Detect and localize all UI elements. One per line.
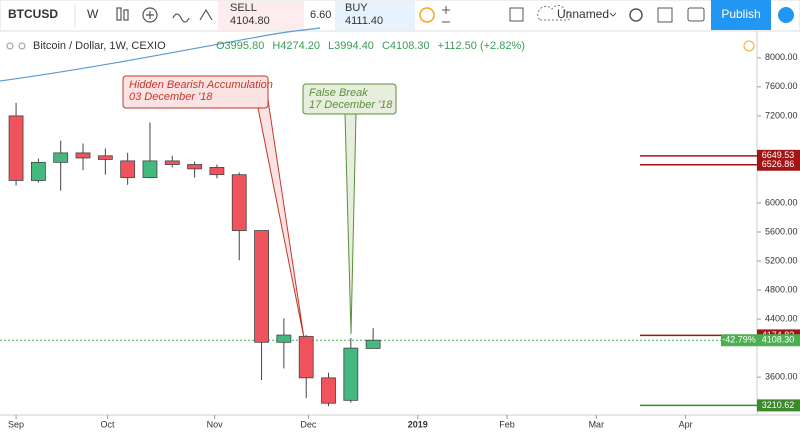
ohlc-value: C4108.30	[382, 40, 430, 52]
toolbar-icons[interactable]	[116, 7, 213, 23]
y-tick-label: 5600.00	[765, 226, 798, 236]
callout-text: 03 December '18	[129, 91, 213, 103]
y-tick-label: 7600.00	[765, 81, 798, 91]
camera-icon[interactable]	[687, 7, 705, 22]
moving-average	[0, 27, 321, 82]
y-tick-label: 7200.00	[765, 110, 798, 120]
candle-body	[254, 230, 269, 343]
callout-text: False Break	[309, 87, 368, 99]
alert-icon[interactable]	[743, 40, 755, 52]
change-label: -42.79%	[722, 335, 756, 345]
candle-body	[30, 161, 46, 181]
ohlc-value: L3994.40	[328, 40, 374, 52]
legend-icon[interactable]	[6, 42, 14, 50]
callout-box	[302, 83, 397, 115]
y-tick-label: 5200.00	[765, 255, 798, 265]
x-tick-label: Sep	[8, 419, 24, 429]
x-tick-label: Feb	[499, 419, 515, 429]
level-tag	[757, 158, 800, 171]
candle-body	[276, 334, 292, 343]
layout-name[interactable]: Unnamed	[557, 7, 609, 21]
callout-text: 17 December '18	[309, 99, 393, 111]
sell-box[interactable]	[218, 1, 304, 30]
x-tick-label: 2019	[408, 419, 428, 429]
x-tick-label: Mar	[589, 419, 605, 429]
plus-minus[interactable]	[442, 6, 450, 23]
candle-body	[97, 155, 113, 160]
y-tick-label: 8000.00	[765, 52, 798, 62]
candle-body	[321, 377, 336, 404]
y-tick-label: 3600.00	[765, 371, 798, 381]
info-icon[interactable]	[419, 7, 435, 23]
y-tick-label: 4800.00	[765, 284, 798, 294]
candle-body	[53, 152, 69, 163]
ohlc-value: H4274.20	[272, 40, 320, 52]
spread: 6.60	[310, 9, 331, 21]
legend-icon[interactable]	[18, 42, 26, 50]
settings-icon[interactable]	[629, 8, 643, 22]
x-tick-label: Nov	[207, 419, 224, 429]
level-label: 6526.86	[762, 159, 795, 169]
sell-label: SELL	[230, 2, 257, 14]
candle-body	[231, 174, 247, 231]
candle-body	[75, 152, 91, 159]
callout-box	[122, 75, 269, 109]
ohlc-value: O3995.80	[216, 40, 264, 52]
level-label: 3210.62	[762, 400, 795, 410]
ohlc-value: +112.50 (+2.82%)	[438, 40, 525, 52]
candle-body	[343, 347, 359, 401]
y-tick-label: 4400.00	[765, 313, 798, 323]
candle-body	[142, 160, 158, 178]
change-tag	[721, 334, 757, 347]
candle-body	[120, 160, 136, 178]
last-price-label: 4108.30	[762, 335, 795, 345]
x-tick-label: Apr	[679, 419, 693, 429]
buy-box[interactable]	[335, 1, 415, 30]
cloud-icon	[537, 4, 571, 21]
last-price-tag	[757, 334, 800, 347]
buy-label: BUY	[345, 2, 368, 14]
publish-menu[interactable]	[778, 7, 794, 23]
sell-price: 4104.80	[230, 15, 270, 27]
checkbox[interactable]	[509, 7, 524, 22]
candle-body	[209, 167, 225, 176]
callout-text: Hidden Bearish Accumulation	[129, 79, 273, 91]
candle-body	[298, 336, 314, 379]
candle-body	[365, 339, 381, 349]
buy-price: 4111.40	[345, 15, 383, 27]
symbol[interactable]: BTCUSD	[8, 7, 58, 21]
candle-body	[187, 164, 203, 170]
level-label: 6649.53	[762, 150, 795, 160]
publish-button[interactable]	[711, 0, 771, 30]
x-tick-label: Dec	[300, 419, 317, 429]
level-tag	[757, 399, 800, 412]
fullscreen-icon[interactable]	[657, 7, 673, 23]
dropdown[interactable]	[609, 12, 617, 17]
y-tick-label: 6000.00	[765, 197, 798, 207]
candle-body	[164, 160, 180, 165]
interval[interactable]: W	[87, 7, 99, 21]
chart-title: Bitcoin / Dollar, 1W, CEXIO	[33, 40, 166, 52]
x-tick-label: Oct	[101, 419, 116, 429]
candle-body	[8, 115, 24, 181]
publish-label: Publish	[721, 7, 760, 21]
